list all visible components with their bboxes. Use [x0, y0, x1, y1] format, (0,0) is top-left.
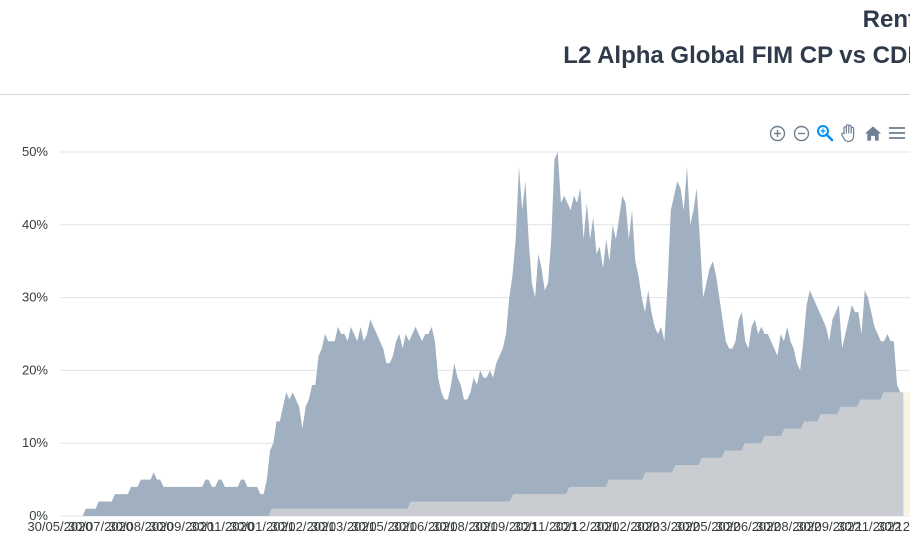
x-tick-label: 30/05/2020	[27, 519, 92, 534]
x-tick-label: 30/05/2022	[675, 519, 740, 534]
x-tick-label: 30/02/2022	[594, 519, 659, 534]
x-tick-label: 30/11/2022	[837, 519, 901, 534]
y-tick-label: 10%	[22, 435, 48, 450]
y-axis-labels: 0% 10% 20% 30% 40% 50%	[22, 144, 48, 523]
zoom-in-icon[interactable]	[768, 123, 786, 143]
series-areas	[60, 152, 910, 516]
y-tick-label: 0%	[29, 508, 48, 523]
header-divider	[0, 94, 910, 95]
selection-zoom-icon[interactable]	[816, 123, 834, 143]
y-tick-label: 30%	[22, 290, 48, 305]
x-tick-label: 30/08/2020	[108, 519, 173, 534]
x-tick-label: 30/08/2022	[756, 519, 821, 534]
y-tick-label: 40%	[22, 217, 48, 232]
x-tick-label: 30/05/2021	[351, 519, 416, 534]
chart-title: Rentabilidade	[862, 6, 910, 33]
x-tick-label: 30/11/2020	[190, 519, 254, 534]
x-tick-label: 30/01/2021	[230, 519, 295, 534]
x-tick-label: 30/03/2022	[635, 519, 700, 534]
y-tick-label: 20%	[22, 362, 48, 377]
menu-icon[interactable]	[888, 123, 906, 143]
x-tick-label: 30/09/2021	[473, 519, 538, 534]
x-tick-label: 30/11/2021	[514, 519, 578, 534]
x-tick-label: 30/09/2020	[149, 519, 214, 534]
chart-subtitle: L2 Alpha Global FIM CP vs CDI	[563, 42, 910, 69]
x-tick-label: 30/03/2021	[311, 519, 376, 534]
x-tick-label: 30/07/2020	[68, 519, 133, 534]
x-tick-label: 30/02/2021	[270, 519, 335, 534]
x-tick-label: 30/12/2021	[554, 519, 619, 534]
x-tick-label: 30/08/2021	[432, 519, 497, 534]
y-tick-label: 50%	[22, 144, 48, 159]
x-tick-label: 30/09/2022	[796, 519, 861, 534]
x-axis-labels: 30/05/202030/07/202030/08/202030/09/2020…	[27, 519, 910, 534]
x-tick-label: 30/06/2022	[716, 519, 781, 534]
x-tick-label: 30/12/2022	[877, 519, 910, 534]
zoom-out-icon[interactable]	[792, 123, 810, 143]
pan-icon[interactable]	[840, 123, 858, 143]
series-area-cdi-tail	[903, 392, 910, 516]
x-tick-label: 30/06/2021	[392, 519, 457, 534]
series-area-cdi	[60, 392, 904, 516]
reset-zoom-icon[interactable]	[864, 123, 882, 143]
chart-toolbar	[768, 122, 906, 144]
series-area-fund	[60, 152, 910, 516]
grid-lines	[60, 151, 910, 517]
